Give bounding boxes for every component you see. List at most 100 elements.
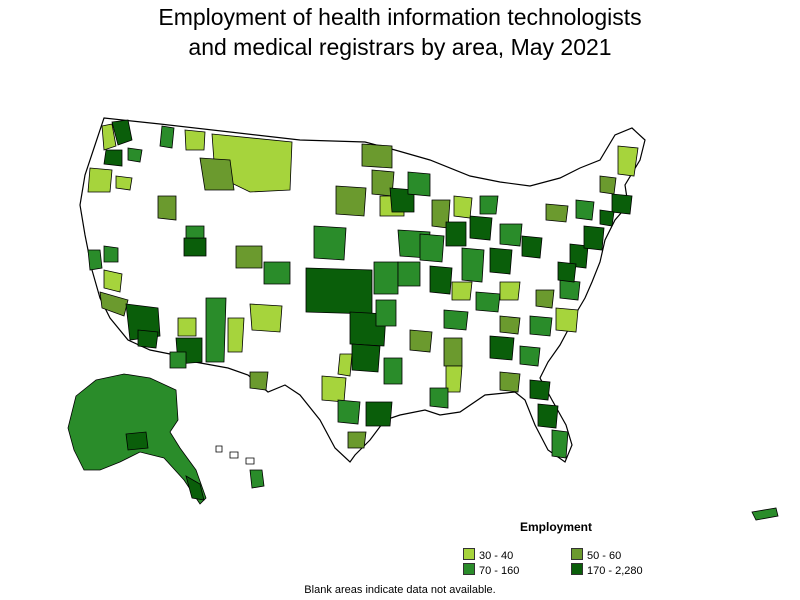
region-mi-west: [453, 195, 473, 219]
region-tn-east: [499, 315, 521, 335]
region-chicago: [445, 221, 467, 247]
region-ca-central: [103, 269, 123, 293]
region-co-north: [235, 245, 263, 269]
region-tucson: [169, 351, 187, 369]
region-la-east: [429, 387, 449, 409]
region-pa-pittsburgh: [521, 235, 543, 259]
region-mo-stl: [429, 265, 453, 295]
region-ky: [475, 291, 501, 313]
region-ky-east: [499, 281, 521, 301]
region-fl-south: [551, 429, 569, 459]
footnote: Blank areas indicate data not available.: [304, 584, 496, 596]
region-dc-baltimore: [557, 261, 577, 283]
region-portland: [103, 149, 123, 167]
region-va-west: [535, 289, 555, 309]
region-denver: [263, 261, 291, 285]
region-tx-east: [383, 357, 403, 385]
map-title-line-2: and medical registrars by area, May 2021: [188, 34, 612, 60]
region-wi-west: [407, 171, 431, 197]
region-wa-central: [127, 147, 143, 163]
region-nm-nonmetro: [249, 303, 283, 333]
region-fl-jacksonville: [529, 379, 551, 401]
region-nd-east: [361, 143, 393, 169]
legend-label: 30 - 40: [479, 550, 514, 562]
region-spokane: [159, 125, 175, 149]
region-ne-omaha: [313, 225, 347, 261]
legend-item-50-60: 50 - 60: [571, 548, 621, 562]
region-ga-south: [499, 371, 521, 393]
region-dallas: [351, 343, 381, 373]
region-tn-nashville: [443, 309, 469, 331]
region-nm-south: [249, 371, 269, 391]
region-tx-north: [337, 353, 353, 377]
region-nc-charlotte: [529, 315, 553, 337]
legend-label: 50 - 60: [587, 550, 622, 562]
region-boston: [611, 193, 633, 215]
region-ca-coast: [99, 291, 129, 317]
region-nc-raleigh: [555, 307, 579, 333]
region-juneau: [185, 475, 205, 501]
region-ca-north: [87, 249, 103, 271]
region-mi-detroit: [469, 215, 493, 241]
region-kansas: [305, 267, 373, 315]
region-pa-philadelphia: [569, 243, 589, 269]
region-fl-central: [537, 403, 559, 429]
region-seattle: [111, 119, 133, 146]
legend-swatch: [571, 548, 583, 560]
region-nm-east: [227, 317, 245, 353]
region-ny-albany: [575, 199, 595, 221]
region-hi-kauai: [215, 445, 223, 453]
region-austin: [337, 399, 361, 425]
legend-item-170-2280: 170 - 2,280: [571, 563, 643, 577]
region-atlanta: [489, 335, 515, 361]
region-hi-oahu: [229, 451, 239, 459]
legend-item-30-40: 30 - 40: [463, 548, 513, 562]
region-tx-south: [347, 431, 367, 449]
region-salt-lake: [183, 237, 207, 257]
region-mo-kc: [397, 261, 421, 287]
legend-title: Employment: [520, 520, 593, 534]
region-or-west: [87, 167, 113, 193]
region-in: [461, 247, 485, 283]
hawaii: [215, 445, 265, 489]
map-title: Employment of health information technol…: [0, 2, 800, 62]
region-ny-upstate: [545, 203, 569, 223]
region-me: [617, 145, 639, 177]
region-il-north: [419, 233, 445, 263]
region-sc: [519, 345, 541, 367]
region-sd-east: [335, 185, 367, 217]
region-ks-east: [373, 261, 399, 295]
region-hi-maui: [245, 457, 255, 465]
conterminous-us: [79, 117, 646, 463]
legend-swatch: [463, 548, 475, 560]
region-al: [445, 365, 463, 393]
region-oh-columbus: [489, 247, 513, 275]
region-az-flagstaff: [177, 317, 197, 337]
region-ca-inland: [137, 329, 159, 349]
region-or-central: [115, 175, 133, 191]
region-oh-cleveland: [499, 223, 523, 247]
region-nyc: [583, 225, 605, 251]
map-title-line-1: Employment of health information technol…: [158, 4, 642, 30]
region-mt-west: [184, 129, 206, 151]
region-ct: [599, 209, 615, 227]
region-puerto-rico: [751, 507, 779, 521]
puerto-rico: [751, 507, 779, 521]
region-ok-east: [375, 299, 397, 327]
region-hi-big-island: [249, 469, 265, 489]
region-mt-helena: [199, 157, 235, 191]
region-ar: [409, 329, 433, 353]
legend-label: 70 - 160: [479, 565, 520, 577]
region-ca-sacramento: [103, 245, 119, 263]
region-ms: [443, 337, 463, 367]
region-id-boise: [157, 195, 177, 221]
alaska: [67, 373, 207, 505]
legend-swatch: [571, 563, 583, 575]
region-ut-north: [185, 225, 205, 239]
region-wa-nonmetro: [101, 123, 117, 151]
region-houston: [365, 401, 393, 427]
region-mi-north: [479, 195, 499, 215]
region-nh-vt: [599, 175, 617, 195]
legend-label: 170 - 2,280: [587, 565, 643, 577]
